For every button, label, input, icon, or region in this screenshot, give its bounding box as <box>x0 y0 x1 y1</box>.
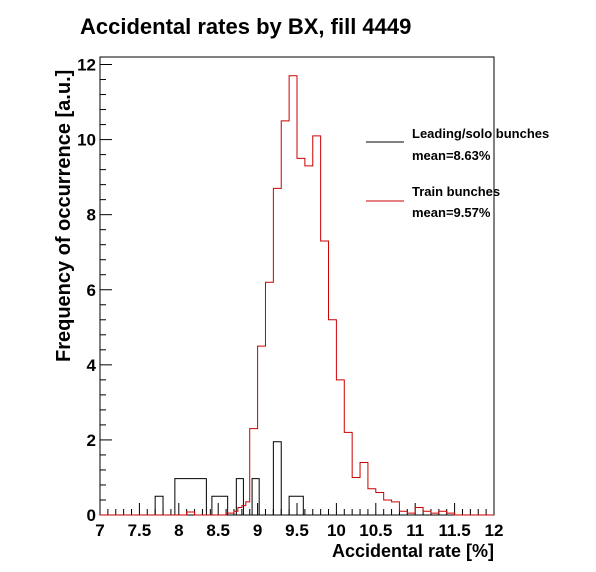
histogram-bin <box>246 502 250 515</box>
legend: Leading/solo bunches mean=8.63% Train bu… <box>366 126 549 220</box>
histogram-bin <box>352 477 360 515</box>
x-tick-label: 11 <box>406 521 424 540</box>
histogram-bin <box>289 76 297 515</box>
chart-title: Accidental rates by BX, fill 4449 <box>80 14 411 39</box>
x-tick-label: 8.5 <box>206 521 230 540</box>
legend-label-train: Train bunches <box>412 184 500 199</box>
histogram-bin <box>273 188 281 515</box>
histogram-bin <box>289 496 303 515</box>
histogram-bin <box>212 496 228 515</box>
x-tick-label: 9.5 <box>285 521 309 540</box>
histogram-bin <box>329 320 337 515</box>
y-axis-label: Frequency of occurrence [a.u.] <box>53 70 75 362</box>
x-tick-label: 10.5 <box>359 521 392 540</box>
y-tick-label: 4 <box>87 356 97 375</box>
histogram-bin <box>399 511 407 515</box>
histogram-bin <box>336 380 344 515</box>
histogram-bin <box>376 492 384 515</box>
histogram-bin <box>368 489 376 515</box>
histogram-bin <box>250 429 258 515</box>
y-tick-label: 2 <box>87 431 96 450</box>
y-tick-label: 10 <box>77 131 96 150</box>
legend-mean-leading: mean=8.63% <box>412 148 491 163</box>
x-tick-label: 7.5 <box>128 521 152 540</box>
x-tick-label: 10 <box>327 521 346 540</box>
histogram-bin <box>321 241 329 515</box>
x-tick-label: 11.5 <box>439 521 471 540</box>
histogram-bin <box>392 502 400 515</box>
histogram-series <box>100 75 494 516</box>
y-axis-tick-labels: 0 2 4 6 8 10 12 <box>77 56 96 525</box>
histogram-bin <box>236 479 243 515</box>
x-tick-label: 12 <box>485 521 504 540</box>
histogram-bin <box>252 479 259 515</box>
y-tick-label: 0 <box>87 506 96 525</box>
x-axis-tick-labels: 7 7.5 8 8.5 9 9.5 10 10.5 11 11.5 12 <box>95 521 503 540</box>
histogram-bin <box>344 432 352 515</box>
histogram-bin <box>175 479 207 515</box>
y-tick-label: 12 <box>77 56 96 75</box>
histogram-bin <box>305 166 313 515</box>
histogram-bin <box>273 442 281 515</box>
series-train-outline <box>100 75 494 516</box>
histogram-bin <box>265 282 273 515</box>
histogram-bin <box>281 121 289 515</box>
histogram-bin <box>384 500 392 515</box>
histogram-bin <box>155 496 163 515</box>
x-tick-label: 9 <box>253 521 262 540</box>
histogram-bin <box>360 462 368 515</box>
y-tick-label: 6 <box>87 281 96 300</box>
histogram-bin <box>415 507 423 515</box>
histogram-bin <box>439 511 447 515</box>
legend-label-leading: Leading/solo bunches <box>412 126 549 141</box>
y-axis-ticks <box>100 64 112 516</box>
histogram-bin <box>313 136 321 515</box>
x-tick-label: 7 <box>95 521 104 540</box>
histogram-bin <box>423 511 431 515</box>
histogram-bin <box>297 158 305 515</box>
x-tick-label: 8 <box>174 521 183 540</box>
histogram-bin <box>238 507 242 515</box>
y-tick-label: 8 <box>87 206 96 225</box>
legend-mean-train: mean=9.57% <box>412 205 491 220</box>
x-axis-label: Accidental rate [%] <box>332 541 494 561</box>
